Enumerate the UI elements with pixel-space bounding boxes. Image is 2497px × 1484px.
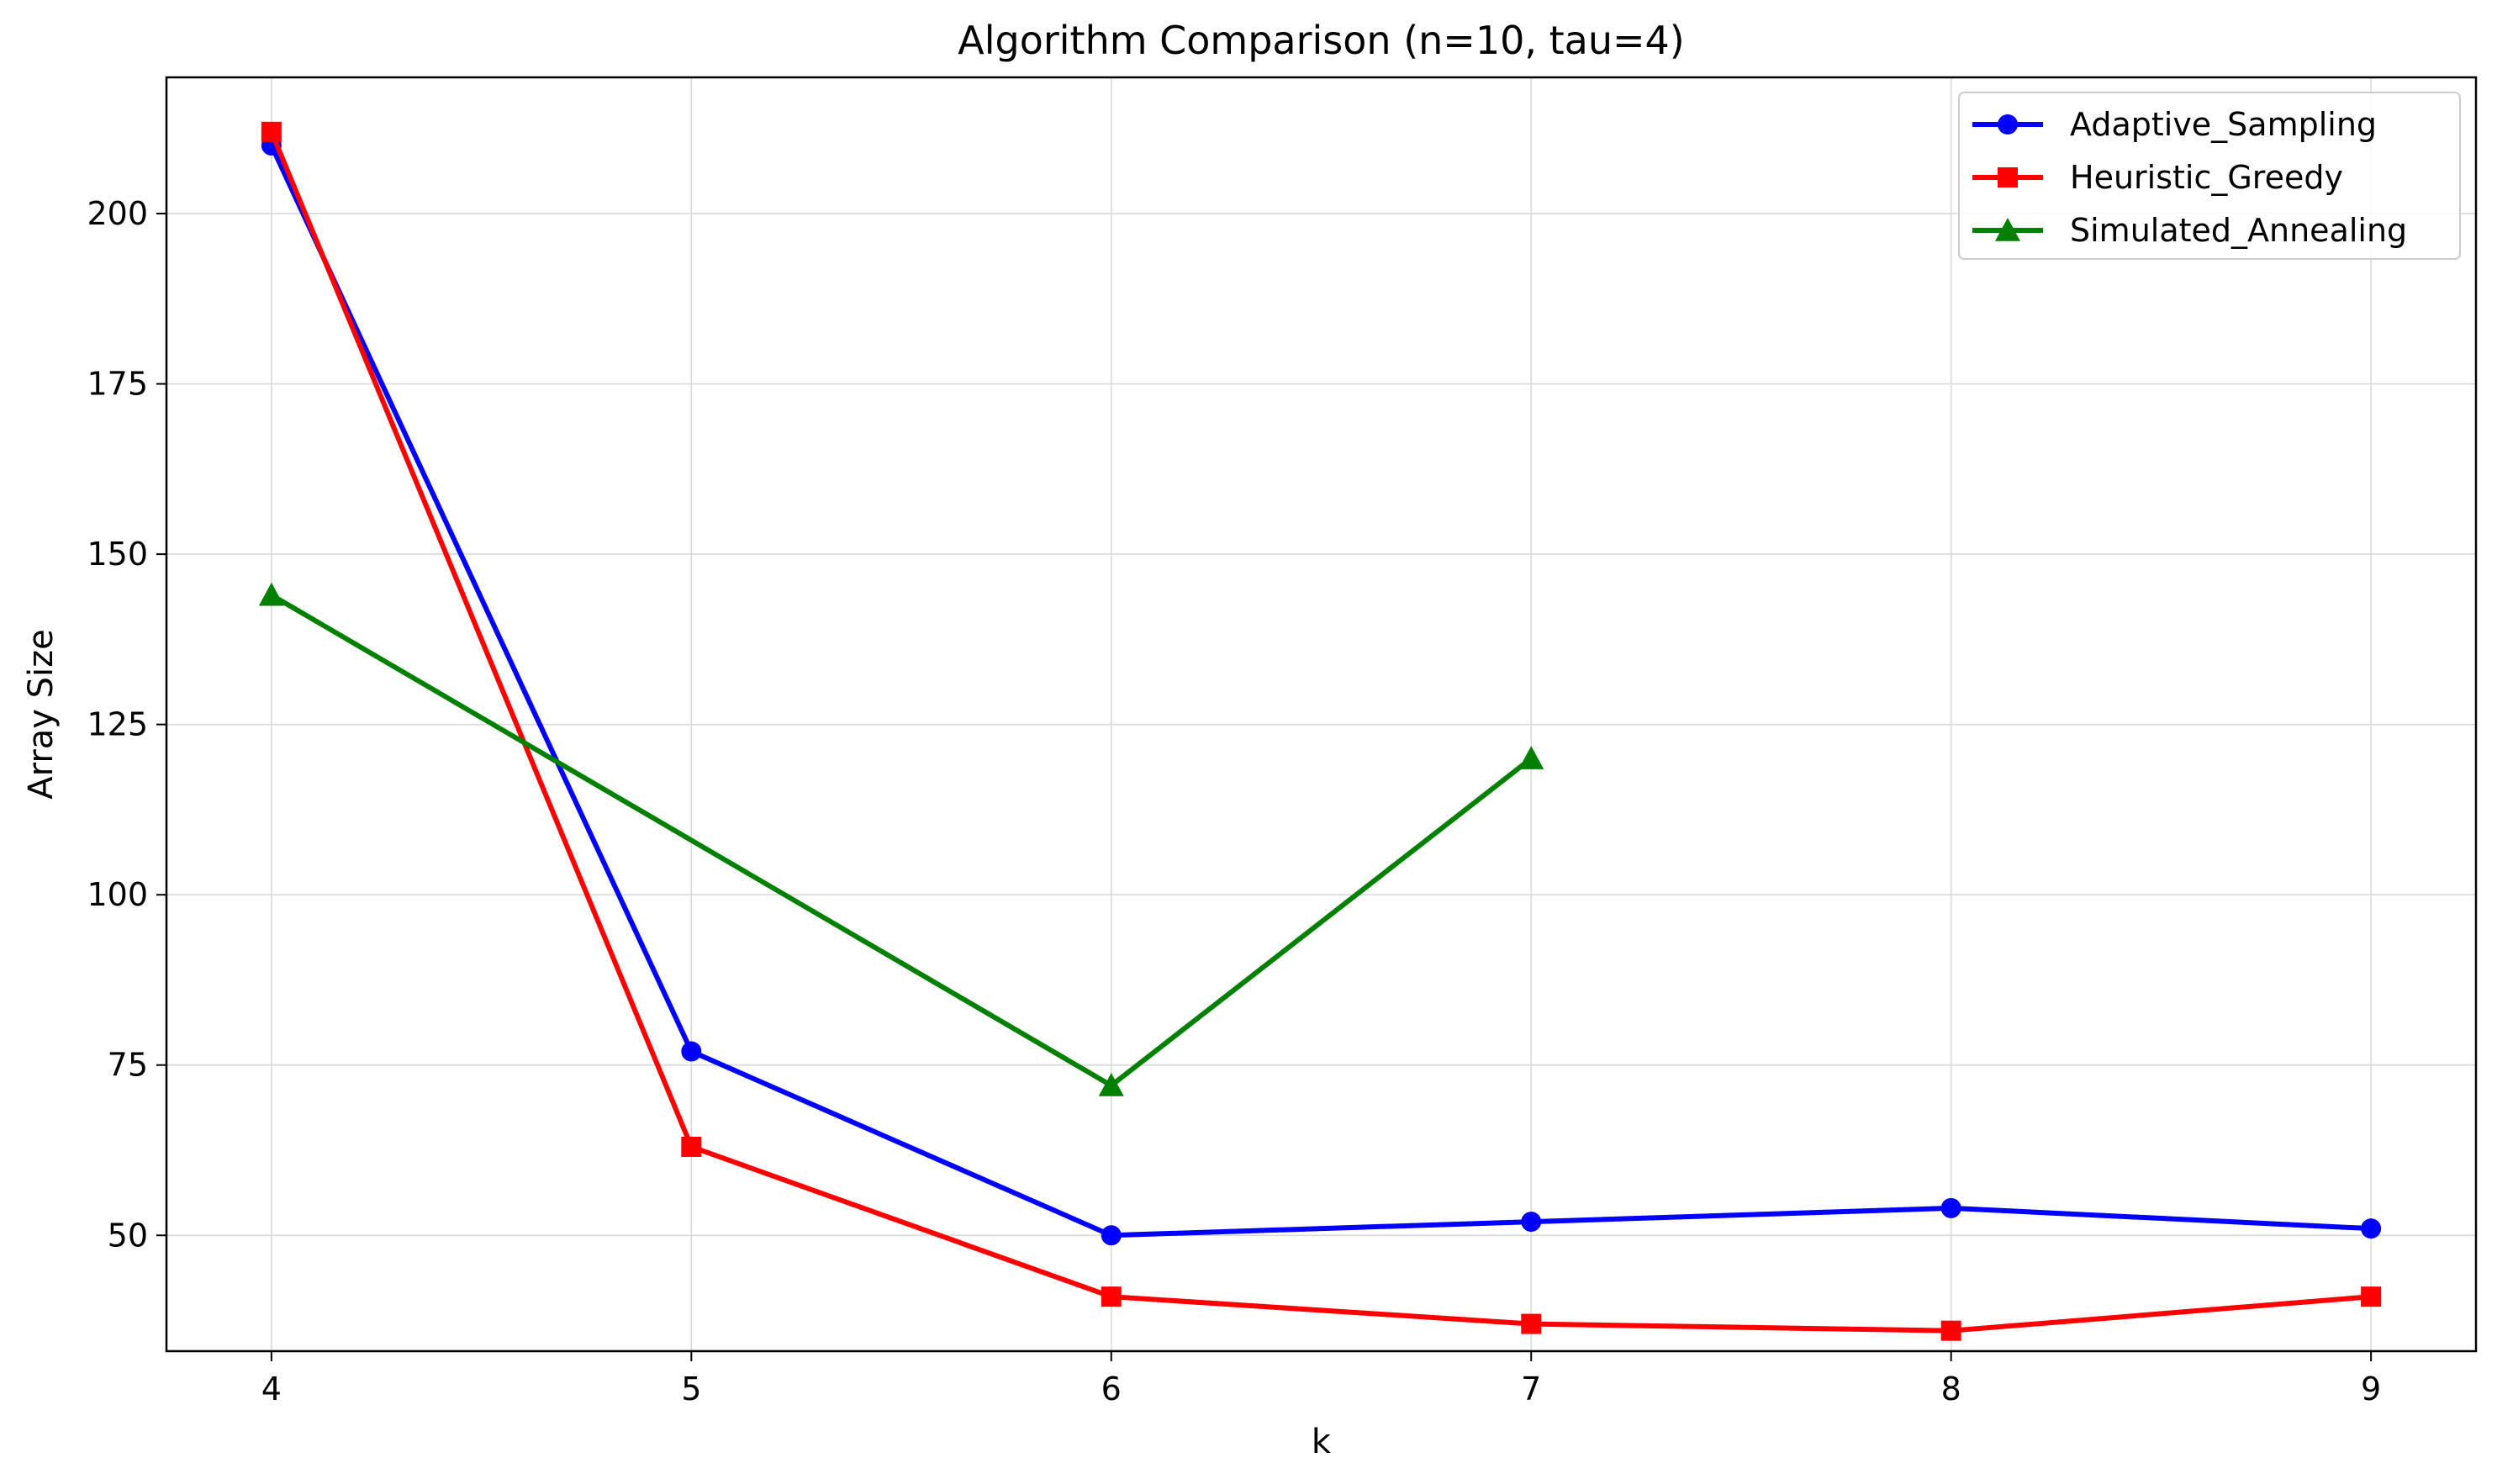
chart-title: Algorithm Comparison (n=10, tau=4) [958,18,1685,63]
data-point [1940,1320,1961,1341]
data-point [681,1136,702,1157]
data-point [681,1041,702,1062]
series-layer [258,121,2382,1341]
legend-marker [1995,218,2020,241]
y-tick-label: 75 [108,1047,148,1084]
x-tick-label: 6 [1101,1370,1122,1407]
y-tick-label: 200 [87,195,148,232]
axis-ticks: 4 5 6 7 8 9 50 75 100 125 150 175 200 [87,195,2381,1407]
data-point [1521,1212,1542,1233]
legend-marker [1998,167,2018,187]
data-point [261,121,282,142]
x-tick-label: 8 [1941,1370,1961,1407]
data-point [1101,1225,1122,1246]
data-point [2361,1286,2382,1307]
x-tick-label: 4 [261,1370,282,1407]
data-point [1940,1197,1961,1218]
y-tick-label: 125 [87,706,148,743]
grid [166,77,2476,1351]
series-line [269,144,2372,1238]
legend-label: Adaptive_Sampling [2070,106,2377,143]
legend-item: Heuristic_Greedy [1972,159,2343,196]
legend-label: Heuristic_Greedy [2070,159,2343,196]
plot-frame [165,76,2478,1353]
legend-marker [1998,114,2018,135]
data-point [2361,1218,2382,1239]
data-point [1101,1286,1122,1307]
x-tick-label: 9 [2361,1370,2381,1407]
series-line [269,130,2372,1333]
legend: Adaptive_Sampling Heuristic_Greedy Simulat… [1958,92,2461,260]
y-axis-label: Array Size [22,629,61,800]
data-point [1521,1313,1542,1334]
legend-label: Simulated_Annealing [2070,212,2407,249]
data-point [1098,1073,1124,1096]
series-Heuristic_Greedy [261,121,2382,1341]
y-tick-label: 50 [108,1217,148,1254]
y-tick-label: 100 [87,876,148,913]
data-point [1518,746,1544,769]
series-Simulated_Annealing [258,582,1544,1096]
y-tick-label: 175 [87,366,148,403]
x-tick-label: 7 [1521,1370,1541,1407]
data-point [258,582,284,606]
legend-box [1958,92,2461,260]
legend-item: Simulated_Annealing [1972,212,2407,249]
legend-item: Adaptive_Sampling [1972,106,2377,143]
x-axis-label: k [1312,1423,1332,1461]
x-tick-label: 5 [681,1370,701,1407]
y-tick-label: 150 [87,536,148,573]
